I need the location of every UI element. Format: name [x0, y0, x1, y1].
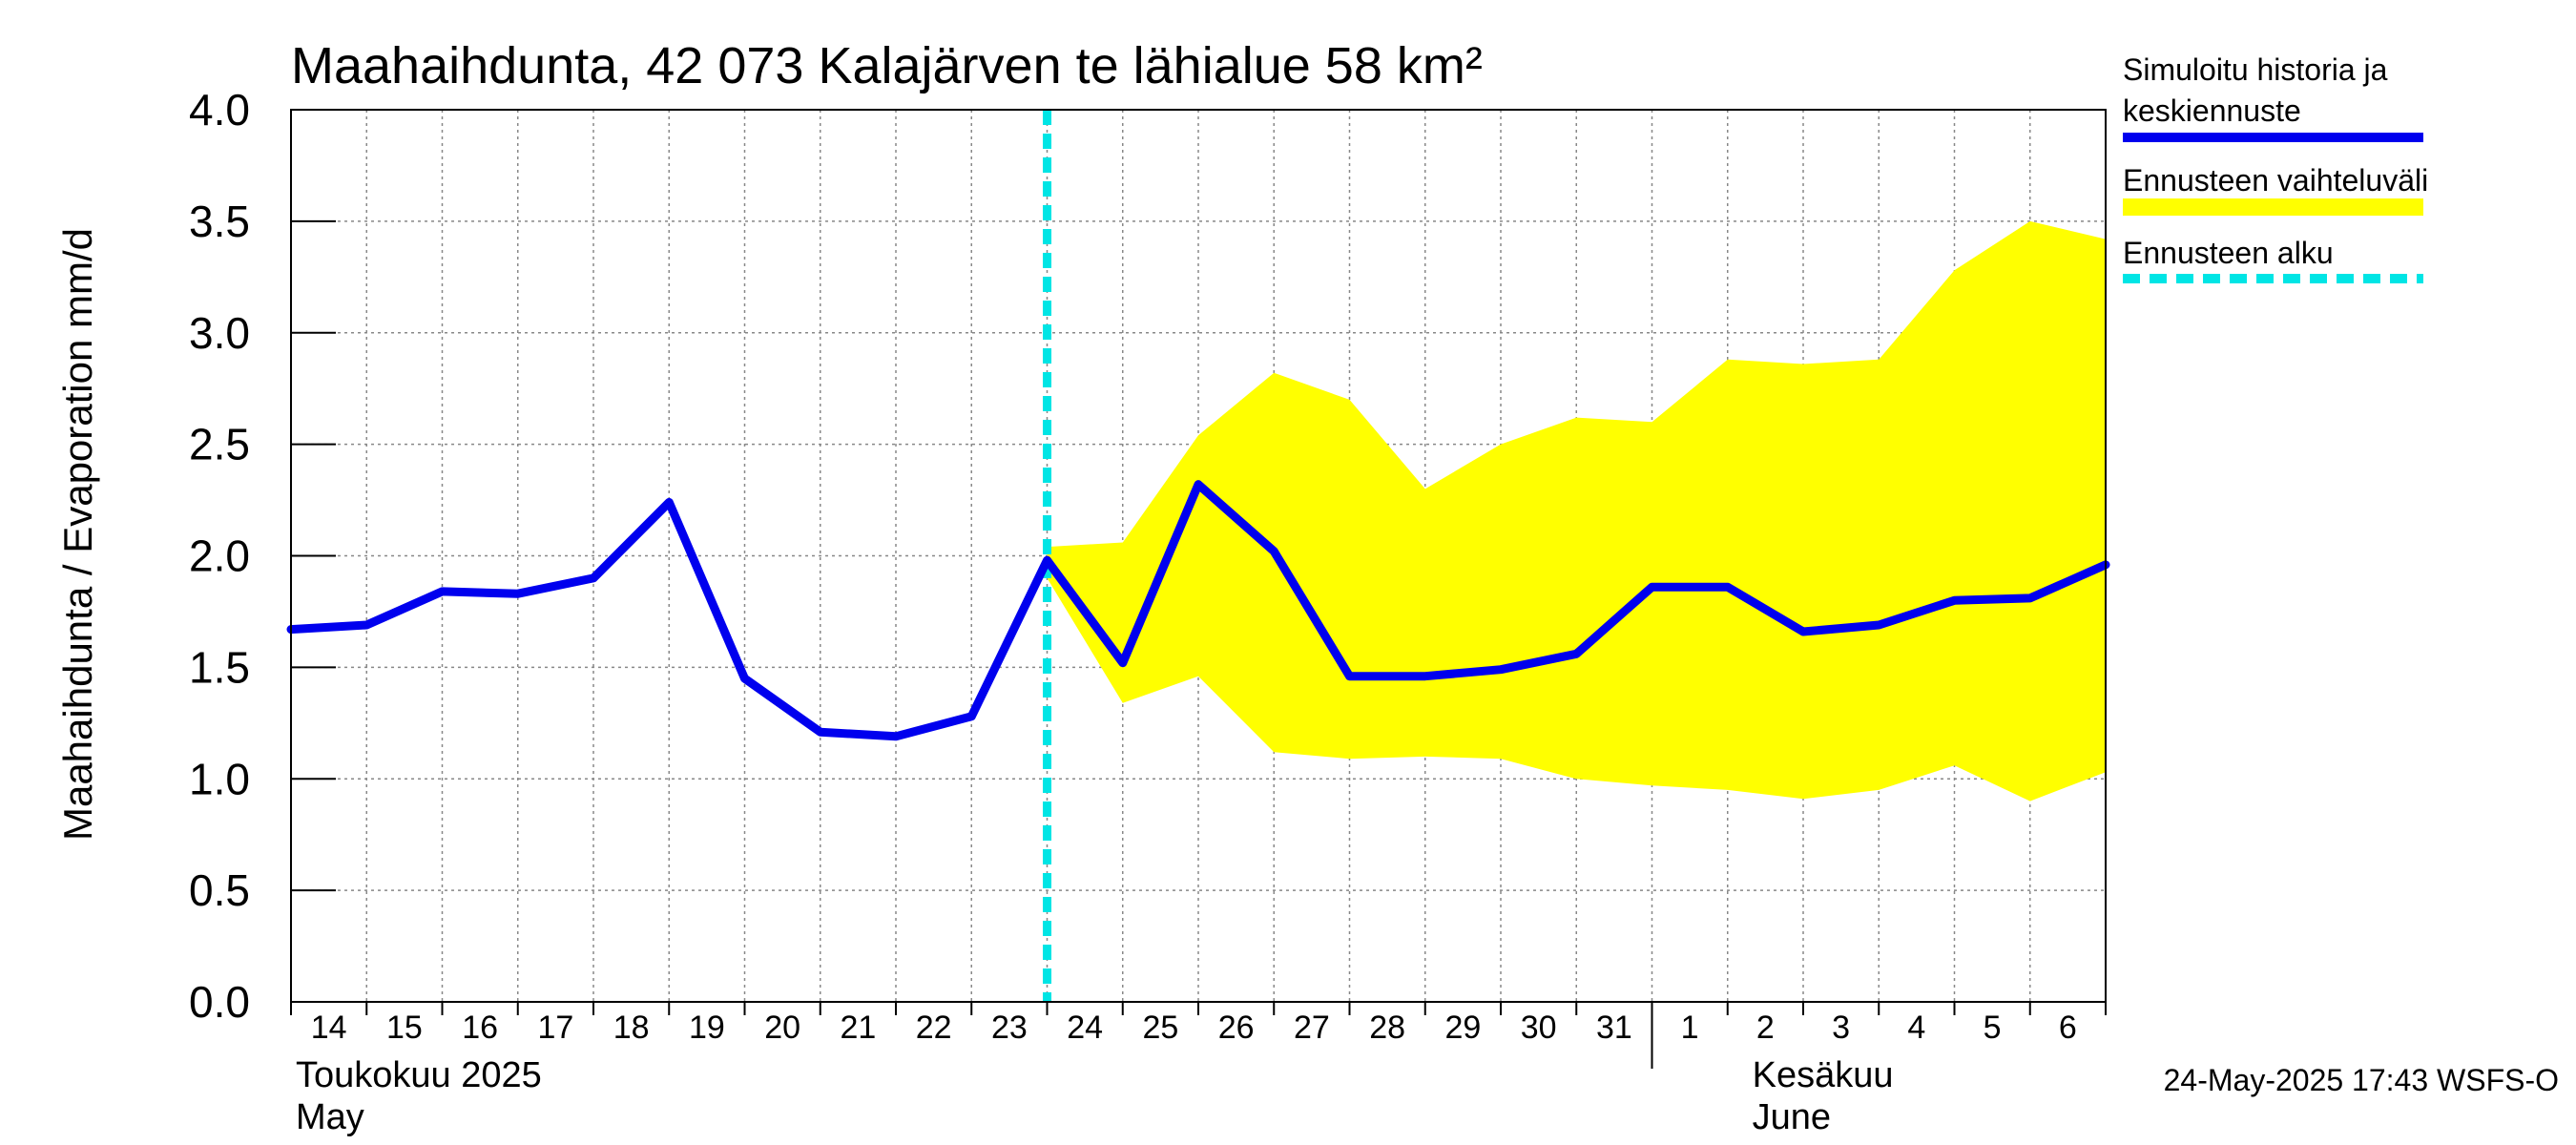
- x-tick-label: 26: [1218, 1010, 1255, 1046]
- x-tick-label: 1: [1681, 1010, 1699, 1046]
- y-tick-label: 1.5: [189, 642, 250, 692]
- grid: [291, 110, 2106, 1002]
- y-tick-label: 2.5: [189, 420, 250, 469]
- forecast-range-band: [1047, 220, 2106, 802]
- x-tick-label: 23: [991, 1010, 1028, 1046]
- x-tick-label: 2: [1756, 1010, 1775, 1046]
- month-label-line2: May: [296, 1097, 364, 1137]
- x-tick-label: 6: [2059, 1010, 2077, 1046]
- y-ticks: 0.0 0.5 1.0 1.5 2.0 2.5 3.0 3.5 4.0: [189, 85, 336, 1027]
- x-tick-label: 30: [1521, 1010, 1557, 1046]
- forecast-range-area: [1047, 220, 2106, 802]
- x-tick-label: 17: [537, 1010, 573, 1046]
- month-label-line1: Toukokuu 2025: [296, 1055, 542, 1095]
- chart-title: Maahaihdunta, 42 073 Kalajärven te lähia…: [291, 37, 1483, 94]
- series-group: [286, 480, 2110, 741]
- x-tick-label: 15: [386, 1010, 423, 1046]
- x-ticks: 14 15 16 17 18 19 20 21 22 23 24 25 26 27 28 29 30 31 1 2 3 4…: [290, 1002, 2107, 1046]
- x-tick-label: 4: [1907, 1010, 1925, 1046]
- x-tick-label: 22: [916, 1010, 952, 1046]
- x-tick-label: 29: [1444, 1010, 1481, 1046]
- x-tick-label: 20: [764, 1010, 800, 1046]
- x-tick-label: 24: [1067, 1010, 1103, 1046]
- x-tick-label: 18: [613, 1010, 650, 1046]
- y-tick-label: 0.0: [189, 977, 250, 1027]
- x-tick-label: 14: [311, 1010, 347, 1046]
- footer-timestamp: 24-May-2025 17:43 WSFS-O: [2164, 1063, 2559, 1097]
- y-tick-label: 2.0: [189, 531, 250, 581]
- y-tick-label: 4.0: [189, 85, 250, 135]
- x-tick-label: 31: [1596, 1010, 1632, 1046]
- x-tick-label: 5: [1984, 1010, 2002, 1046]
- y-axis-label: Maahaihdunta / Evaporation mm/d: [55, 228, 100, 841]
- legend: Simuloitu historia ja keskiennuste Ennus…: [2123, 52, 2428, 283]
- x-tick-label: 28: [1369, 1010, 1405, 1046]
- x-tick-label: 16: [462, 1010, 498, 1046]
- x-tick-label: 21: [840, 1010, 876, 1046]
- y-tick-label: 1.0: [189, 754, 250, 803]
- series-line-simulated: [286, 480, 2110, 741]
- x-tick-label: 27: [1294, 1010, 1330, 1046]
- y-tick-label: 3.5: [189, 197, 250, 246]
- month-label-line2: June: [1753, 1097, 1831, 1137]
- y-tick-label: 3.0: [189, 308, 250, 358]
- legend-label-forecast-start: Ennusteen alku: [2123, 236, 2334, 270]
- month-label-line1: Kesäkuu: [1753, 1055, 1894, 1095]
- legend-label-range: Ennusteen vaihteluväli: [2123, 163, 2428, 198]
- x-tick-label: 3: [1832, 1010, 1850, 1046]
- legend-label-simulated-line2: keskiennuste: [2123, 94, 2301, 128]
- x-tick-label: 25: [1142, 1010, 1178, 1046]
- y-tick-label: 0.5: [189, 865, 250, 915]
- x-tick-label: 19: [689, 1010, 725, 1046]
- legend-label-simulated-line1: Simuloitu historia ja: [2123, 52, 2388, 87]
